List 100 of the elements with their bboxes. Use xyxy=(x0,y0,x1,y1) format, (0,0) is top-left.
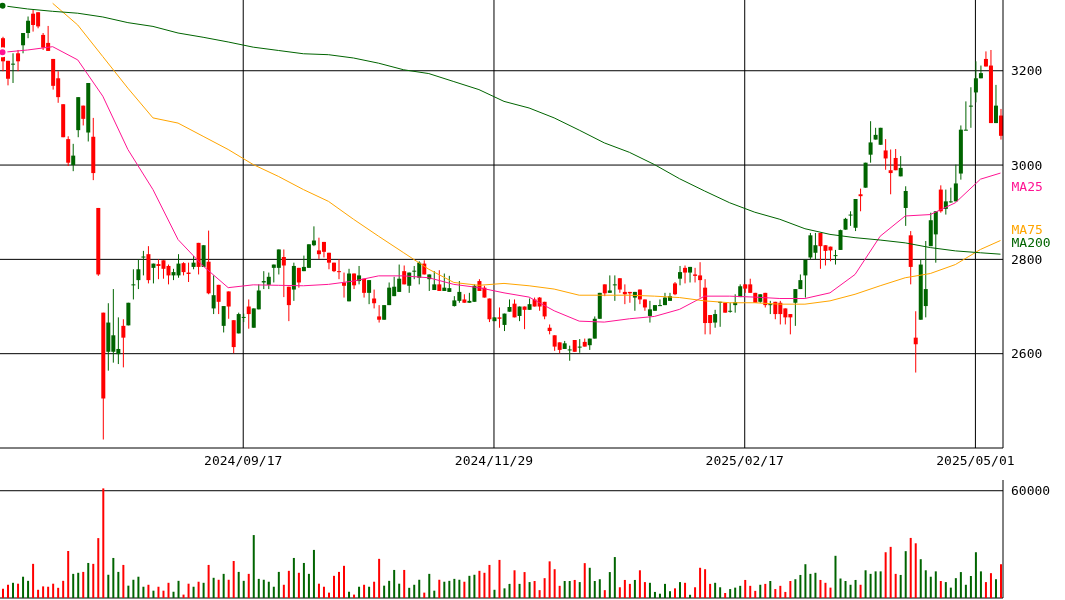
bar xyxy=(257,578,260,598)
bar xyxy=(483,572,486,598)
bar xyxy=(438,579,441,598)
series-label: MA200 xyxy=(1011,235,1051,251)
candlestick xyxy=(953,164,958,202)
candlestick xyxy=(276,248,281,275)
candlestick xyxy=(16,49,21,72)
bar xyxy=(383,585,386,598)
bar xyxy=(2,588,4,598)
candlestick xyxy=(216,284,221,315)
candlestick xyxy=(156,258,161,280)
bar xyxy=(282,584,285,598)
candlestick xyxy=(883,138,888,171)
bar xyxy=(949,587,952,598)
bar xyxy=(393,569,396,598)
candlestick xyxy=(131,268,136,300)
candlestick xyxy=(377,304,382,324)
bar xyxy=(669,591,671,598)
bar xyxy=(87,562,90,598)
bar xyxy=(142,586,145,598)
bar xyxy=(508,583,511,598)
bar xyxy=(749,585,752,598)
bar xyxy=(759,584,762,598)
bar xyxy=(42,586,45,598)
bar xyxy=(453,578,456,598)
bar xyxy=(57,587,60,598)
bar xyxy=(769,581,772,598)
bar xyxy=(734,587,737,598)
bar xyxy=(994,579,997,598)
x-tick-label: 2024/11/29 xyxy=(454,453,534,469)
bar xyxy=(653,591,656,598)
candlestick xyxy=(913,310,918,374)
bar xyxy=(413,584,416,598)
bar xyxy=(162,590,165,598)
candlestick xyxy=(678,265,683,286)
bar xyxy=(122,564,125,598)
bar xyxy=(588,567,591,598)
bar xyxy=(297,572,300,598)
bar xyxy=(127,585,130,598)
bar xyxy=(999,564,1002,598)
x-tick-label: 2025/05/01 xyxy=(936,453,1015,469)
bar xyxy=(829,587,832,598)
bar xyxy=(443,581,446,598)
bar xyxy=(824,582,827,598)
bar xyxy=(694,587,697,598)
bar xyxy=(618,587,621,598)
bar xyxy=(137,576,140,598)
bar xyxy=(989,573,992,598)
candlestick xyxy=(688,266,693,283)
bar xyxy=(62,580,65,598)
bar xyxy=(77,572,80,598)
bar xyxy=(804,564,807,598)
bar xyxy=(543,578,546,598)
bar xyxy=(433,590,436,598)
bar xyxy=(784,591,787,598)
bar xyxy=(272,586,275,598)
bar xyxy=(498,559,501,598)
bar xyxy=(939,581,942,598)
candlestick xyxy=(221,305,226,333)
bar xyxy=(874,571,877,598)
bar xyxy=(689,594,692,598)
bar xyxy=(538,590,541,598)
candlestick xyxy=(337,258,342,280)
bar xyxy=(327,592,330,598)
candlestick xyxy=(793,288,798,327)
bar xyxy=(92,563,95,598)
bar xyxy=(754,590,757,598)
bar xyxy=(488,564,491,598)
bar xyxy=(22,576,25,598)
bar xyxy=(202,582,205,598)
bar xyxy=(317,583,320,598)
y-tick-label: 3000 xyxy=(1011,157,1043,173)
bar xyxy=(72,573,75,598)
bar xyxy=(523,572,526,598)
candlestick xyxy=(983,50,988,67)
bar xyxy=(47,586,50,598)
bar xyxy=(97,538,100,598)
candlestick xyxy=(497,306,502,329)
bar xyxy=(719,587,722,598)
bar xyxy=(167,582,170,598)
candlestick xyxy=(993,84,998,124)
candlestick xyxy=(211,274,216,315)
candlestick xyxy=(121,318,126,368)
bar xyxy=(287,570,290,598)
bar xyxy=(292,557,295,598)
bar xyxy=(764,583,767,598)
bar xyxy=(157,586,160,598)
bar xyxy=(648,582,651,598)
candlestick xyxy=(683,265,688,284)
bar xyxy=(679,582,682,598)
bar xyxy=(368,586,371,598)
series-label: MA25 xyxy=(1011,179,1043,195)
candlestick xyxy=(818,232,823,270)
candlestick xyxy=(888,148,893,195)
candlestick xyxy=(367,279,372,305)
bar xyxy=(17,583,20,598)
candlestick xyxy=(577,338,582,354)
candlestick xyxy=(6,60,11,86)
bar xyxy=(403,569,406,598)
bar xyxy=(969,576,972,598)
